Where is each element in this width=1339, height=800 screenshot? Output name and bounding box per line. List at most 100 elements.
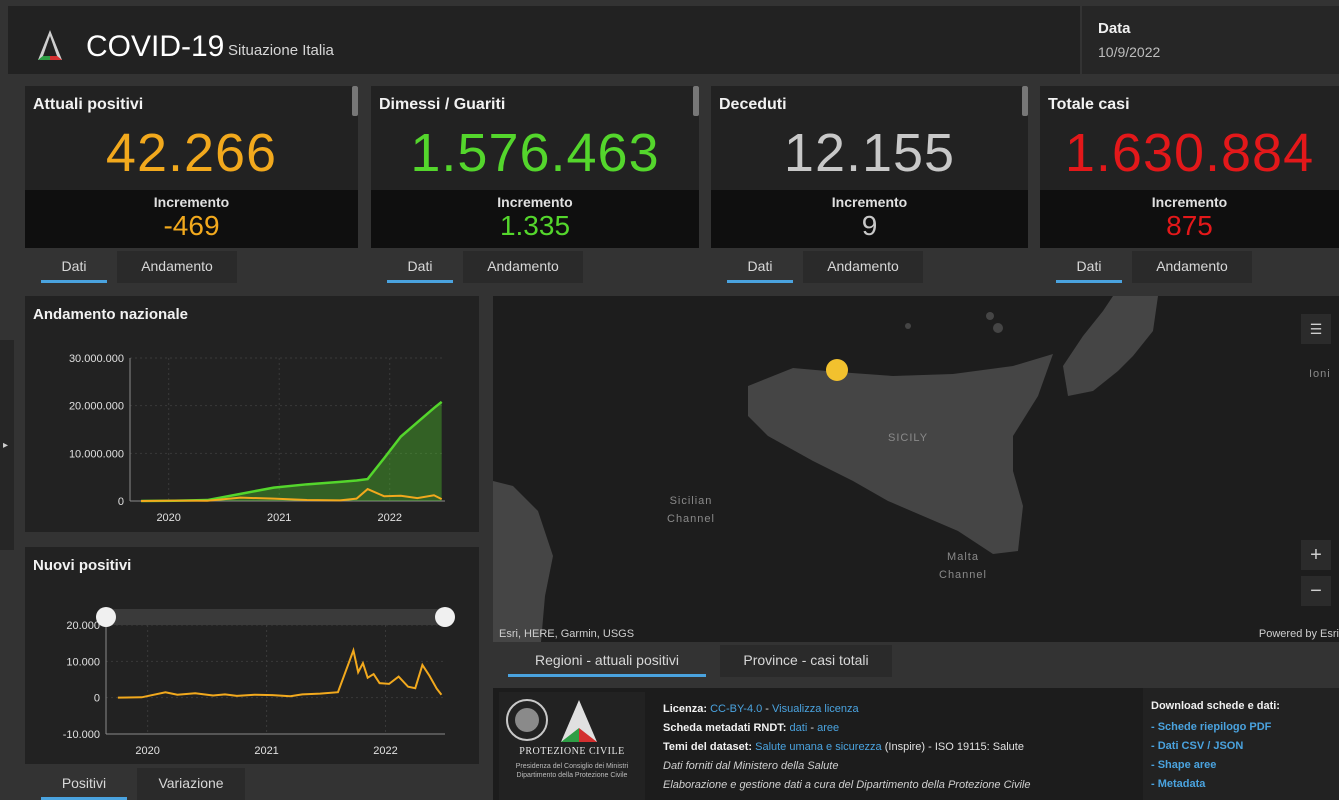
- tab-dati[interactable]: Dati: [1056, 251, 1122, 283]
- chart-title: Andamento nazionale: [33, 306, 189, 323]
- elaboration-text: Elaborazione e gestione dati a cura del …: [663, 779, 1031, 791]
- card-scrollbar[interactable]: [693, 86, 699, 116]
- series-line: [141, 400, 443, 503]
- map-powered-by[interactable]: Powered by Esri: [1258, 628, 1339, 640]
- tab-dati[interactable]: Dati: [727, 251, 793, 283]
- license-view-link[interactable]: Visualizza licenza: [772, 703, 859, 715]
- chevron-right-icon: ▸: [3, 440, 9, 451]
- tab-positivi[interactable]: Positivi: [41, 768, 127, 800]
- card-scrollbar[interactable]: [352, 86, 358, 116]
- tab-andamento[interactable]: Andamento: [1132, 251, 1252, 283]
- footer-info: PROTEZIONE CIVILE Presidenza del Consigl…: [493, 688, 1339, 800]
- card-tabs-deceduti: Dati Andamento: [727, 251, 927, 283]
- map-label-sicily: SICILY: [888, 432, 929, 444]
- date-value: 10/9/2022: [1098, 44, 1161, 60]
- card-value: 12.155: [783, 123, 956, 183]
- y-tick-label: 0: [94, 693, 100, 705]
- download-shape-link[interactable]: - Shape aree: [1151, 759, 1217, 771]
- metadata-aree-link[interactable]: aree: [817, 722, 840, 734]
- map-label-malta-channel: Malta Channel: [939, 551, 987, 581]
- island-marker-1: [986, 312, 994, 320]
- tab-variazione[interactable]: Variazione: [137, 768, 245, 800]
- legend-icon[interactable]: ☰: [1301, 314, 1331, 344]
- sicily-shape: [748, 354, 1053, 554]
- date-panel: Data 10/9/2022: [1082, 6, 1339, 74]
- map-view[interactable]: SICILY Sicilian Channel Malta Channel Io…: [493, 296, 1339, 642]
- map-canvas: [493, 296, 1158, 642]
- card-title: Deceduti: [719, 96, 787, 113]
- chart-panel-andamento: Andamento nazionale 30.000.000 20.000.000…: [25, 296, 479, 532]
- increment-value: 875: [1166, 210, 1213, 241]
- card-scrollbar[interactable]: [1022, 86, 1028, 116]
- slider-handle-start[interactable]: [96, 607, 116, 627]
- themes-row: Temi del dataset: Salute umana e sicurez…: [663, 738, 1031, 757]
- card-dimessi-guariti: Dimessi / Guariti 1.576.463 Incremento 1…: [371, 86, 699, 248]
- tab-andamento[interactable]: Andamento: [463, 251, 583, 283]
- island-marker-2: [993, 323, 1003, 333]
- increment-value: -469: [163, 210, 220, 241]
- x-tick-label: 2020: [156, 512, 180, 524]
- x-tick-label: 2021: [254, 745, 278, 757]
- increment-label: Incremento: [1151, 194, 1228, 210]
- license-separator: -: [762, 703, 773, 715]
- series-line: [117, 646, 443, 699]
- series-area: [141, 401, 442, 501]
- map-label-ionian: Ioni: [1309, 368, 1331, 380]
- tab-andamento[interactable]: Andamento: [803, 251, 923, 283]
- increment-label: Incremento: [831, 194, 908, 210]
- card-title: Attuali positivi: [33, 96, 144, 113]
- tab-dati[interactable]: Dati: [387, 251, 453, 283]
- download-metadata-link[interactable]: - Metadata: [1151, 778, 1206, 790]
- app-subtitle: Situazione Italia: [228, 42, 334, 59]
- zoom-in-button[interactable]: +: [1301, 540, 1331, 570]
- license-link[interactable]: CC-BY-4.0: [710, 703, 763, 715]
- pc-subtitle: Presidenza del Consiglio dei Ministri Di…: [515, 763, 629, 779]
- card-title: Totale casi: [1048, 96, 1130, 113]
- card-tabs-totale: Dati Andamento: [1056, 251, 1256, 283]
- tab-andamento[interactable]: Andamento: [117, 251, 237, 283]
- provider-text: Dati forniti dal Ministero della Salute: [663, 760, 839, 772]
- calabria-shape: [1063, 296, 1158, 396]
- map-attribution: Esri, HERE, Garmin, USGS: [499, 628, 635, 640]
- themes-link[interactable]: Salute umana e sicurezza: [755, 741, 882, 753]
- license-row: Licenza: CC-BY-4.0 - Visualizza licenza: [663, 700, 1031, 719]
- slider-handle-end[interactable]: [435, 607, 455, 627]
- zoom-out-button[interactable]: −: [1301, 576, 1331, 606]
- card-attuali-positivi: Attuali positivi 42.266 Incremento -469: [25, 86, 358, 248]
- download-csv-link[interactable]: - Dati CSV / JSON: [1151, 740, 1244, 752]
- card-increment: Incremento 9: [711, 190, 1028, 248]
- y-tick-label: 20.000: [66, 620, 100, 632]
- metadata-row: Scheda metadati RNDT: dati - aree: [663, 722, 840, 734]
- chart-tabs: Positivi Variazione: [41, 768, 261, 800]
- pc-name: PROTEZIONE CIVILE: [519, 746, 625, 757]
- tunisia-shape: [493, 481, 553, 642]
- time-slider-track[interactable]: [106, 609, 445, 625]
- island-marker-3: [905, 323, 911, 329]
- tab-regioni[interactable]: Regioni - attuali positivi: [508, 645, 706, 677]
- increment-label: Incremento: [497, 194, 573, 210]
- card-value: 1.576.463: [410, 123, 660, 183]
- map-label-sicilian-channel: Sicilian Channel: [667, 495, 715, 525]
- download-pdf-link[interactable]: - Schede riepilogo PDF: [1151, 721, 1272, 733]
- app-header: COVID-19 Situazione Italia: [8, 6, 1080, 74]
- series-line: [141, 487, 443, 502]
- card-deceduti: Deceduti 12.155 Incremento 9: [711, 86, 1028, 248]
- card-increment: Incremento 1.335: [371, 190, 699, 248]
- side-panel-toggle[interactable]: ▸: [0, 340, 14, 550]
- card-totale-casi: Totale casi 1.630.884 Incremento 875: [1040, 86, 1339, 248]
- x-tick-label: 2022: [377, 512, 401, 524]
- map-tabs: Regioni - attuali positivi Province - ca…: [508, 645, 908, 677]
- protezione-civile-logo: PROTEZIONE CIVILE Presidenza del Consigl…: [499, 692, 645, 800]
- metadata-dati-link[interactable]: dati: [789, 722, 808, 734]
- nuovi-positivi-chart: 20.000 10.000 0 -10.000 2020 2021 2022: [63, 607, 455, 757]
- tab-dati[interactable]: Dati: [41, 251, 107, 283]
- card-tabs-attuali: Dati Andamento: [41, 251, 241, 283]
- download-list: - Schede riepilogo PDF - Dati CSV / JSON…: [1151, 718, 1271, 794]
- region-marker[interactable]: [826, 359, 848, 381]
- x-tick-label: 2021: [267, 512, 291, 524]
- card-increment: Incremento 875: [1040, 190, 1339, 248]
- x-tick-label: 2022: [373, 745, 397, 757]
- emblem-icon: [506, 699, 597, 742]
- tab-province[interactable]: Province - casi totali: [720, 645, 892, 677]
- x-tick-label: 2020: [135, 745, 159, 757]
